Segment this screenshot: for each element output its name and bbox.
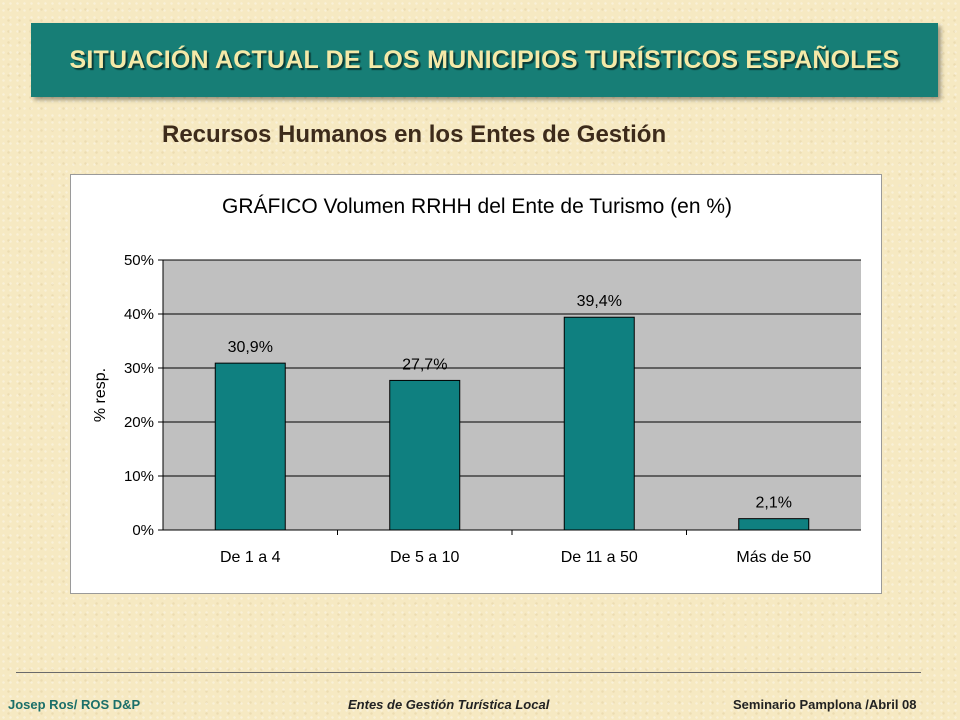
footer-divider bbox=[16, 672, 921, 673]
data-label: 39,4% bbox=[577, 293, 622, 310]
slide-title: SITUACIÓN ACTUAL DE LOS MUNICIPIOS TURÍS… bbox=[69, 45, 900, 74]
x-tick-label: De 5 a 10 bbox=[390, 549, 459, 566]
footer-presentation-title: Entes de Gestión Turística Local bbox=[348, 697, 550, 712]
data-label: 27,7% bbox=[402, 356, 447, 373]
bar bbox=[738, 518, 810, 531]
y-axis-label: % resp. bbox=[92, 368, 109, 422]
data-label: 2,1% bbox=[756, 495, 792, 512]
footer-event: Seminario Pamplona /Abril 08 bbox=[733, 697, 917, 712]
bar bbox=[389, 379, 461, 531]
y-tick-label: 0% bbox=[132, 522, 154, 539]
y-tick-label: 20% bbox=[124, 414, 154, 431]
y-tick-label: 10% bbox=[124, 468, 154, 485]
x-tick-label: Más de 50 bbox=[736, 549, 811, 566]
slide-subtitle: Recursos Humanos en los Entes de Gestión bbox=[162, 121, 667, 148]
footer-author: Josep Ros/ ROS D&P bbox=[8, 697, 141, 712]
bar-chart: GRÁFICO Volumen RRHH del Ente de Turismo… bbox=[92, 195, 861, 566]
chart-title: GRÁFICO Volumen RRHH del Ente de Turismo… bbox=[222, 195, 732, 218]
bar bbox=[563, 316, 635, 531]
bar bbox=[214, 362, 286, 531]
x-tick-label: De 1 a 4 bbox=[220, 549, 281, 566]
y-tick-label: 40% bbox=[124, 306, 154, 323]
x-tick-label: De 11 a 50 bbox=[561, 549, 638, 566]
title-banner: SITUACIÓN ACTUAL DE LOS MUNICIPIOS TURÍS… bbox=[31, 23, 938, 97]
data-label: 30,9% bbox=[228, 339, 273, 356]
y-tick-label: 50% bbox=[124, 252, 154, 269]
chart-container: GRÁFICO Volumen RRHH del Ente de Turismo… bbox=[70, 174, 882, 594]
y-tick-label: 30% bbox=[124, 360, 154, 377]
